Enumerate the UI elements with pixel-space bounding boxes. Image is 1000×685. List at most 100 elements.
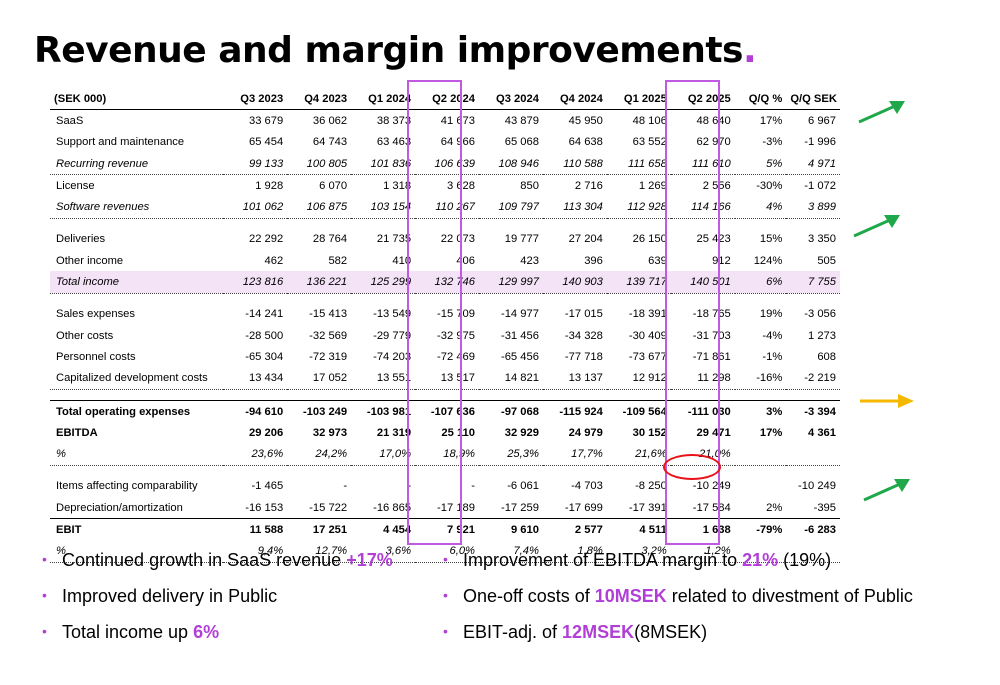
table-cell: -74 203 [373,350,412,363]
table-cell: 6% [734,271,787,294]
table-cell: 99 133 [223,152,288,176]
table-cell: -3 394 [786,399,840,423]
row-label: % [50,540,224,563]
table-row: Personnel costs -65 304 -72 319 -74 203 -72 … [50,346,840,367]
bullet-glyph: • [42,551,47,567]
table-cell: 101 062 [223,196,288,219]
table-cell: 6 967 [808,114,836,127]
column-header: Q3 2023 [223,88,288,111]
table-cell: -395 [813,501,836,514]
table-cell: -65 304 [245,350,284,363]
table-cell: - [471,480,475,493]
table-cell: -10 249 [798,480,836,493]
row-label: Recurring revenue [50,152,224,176]
table-cell: -72 469 [437,350,475,363]
table-cell: -1 996 [804,136,836,149]
table-cell: -1 072 [804,179,836,192]
table-cell: 3% [734,399,787,423]
table-cell: -17 189 [437,501,475,514]
table-cell: -72 319 [309,350,348,363]
bullet-highlight: 21% [742,550,779,570]
table-cell: 65 068 [504,136,539,149]
table-cell: 410 [392,254,412,267]
table-cell: 24 979 [568,426,603,439]
table-cell: 22 292 [248,233,284,246]
column-header: Q1 2024 [351,88,416,111]
q2-2024-highlight-box [407,80,462,545]
bullet-item: • Total income up 6% [42,622,393,658]
table-cell: 45 950 [568,114,603,127]
table-cell: 17% [759,426,783,439]
bullet-text: Continued growth in SaaS revenue [62,550,347,570]
table-cell: -115 924 [542,399,607,423]
bullet-glyph: • [42,587,47,603]
table-cell: 4 454 [351,518,416,541]
table-cell: 111 658 [606,152,671,176]
table-cell: 1 928 [255,179,284,192]
table-cell: 19% [759,308,783,321]
bullet-text: Improved delivery in Public [62,586,278,606]
table-cell: 124% [753,254,783,267]
table-cell: -17 584 [692,501,731,514]
table-cell: - [407,480,412,493]
table-cell: 29 471 [696,426,731,439]
bullet-suffix: related to divestment of Public [666,586,913,606]
row-label: Software revenues [50,196,224,219]
trend-up-arrow-icon [858,101,905,124]
table-cell: 396 [584,254,603,267]
table-cell: -107 636 [415,399,479,423]
row-label: Sales expenses [56,308,135,321]
table-cell [734,540,787,563]
table-cell: 462 [264,254,284,267]
row-label: Deliveries [56,233,106,246]
table-cell: 24,2% [287,443,352,466]
table-cell: 101 836 [351,152,416,176]
table-cell: 25 423 [696,233,731,246]
table-cell: -17 259 [500,501,539,514]
table-cell: 608 [817,350,836,363]
table-cell: -65 456 [500,350,539,363]
q2-2025-highlight-box [665,80,720,545]
column-header: Q1 2025 [606,88,671,111]
bullet-text: One-off costs of [463,586,595,606]
table-cell: -109 564 [606,399,671,423]
table-cell: -4 703 [571,480,603,493]
table-row: Other income 462 582 410 406 423 396 639 912 124%… [50,250,840,271]
table-cell: 23,6% [223,443,288,466]
table-cell: -79% [734,518,787,541]
table-cell: 2% [766,501,783,514]
table-cell: 639 [648,254,667,267]
table-cell: 6 070 [319,179,348,192]
table-cell: - [343,480,348,493]
table-cell: 43 879 [504,114,539,127]
table-cell: 3,2% [606,540,671,563]
table-cell: 110 267 [415,196,479,219]
bullet-suffix: (8MSEK) [634,622,708,642]
items-affecting-comparability-q2-2025-circle [663,454,721,480]
table-cell: 25 110 [441,426,475,439]
table-cell: 4 361 [808,426,836,439]
title-text: Revenue and margin improvements [34,30,743,71]
table-cell: 2 716 [574,179,603,192]
table-cell: 17,0% [351,443,416,466]
table-row: % 9,4% 12,7% 3,6% 6,0% 7,4% 1,8% 3,2% 1,2% [50,540,840,563]
table-cell: -32 975 [437,329,475,342]
table-cell: -16 865 [373,501,412,514]
table-cell: 140 903 [542,271,607,294]
table-cell: -77 718 [564,350,603,363]
table-cell: -18 765 [692,308,731,321]
table-cell: 21,6% [606,443,671,466]
row-label: License [56,179,95,192]
trend-up-arrow-icon [853,215,900,238]
table-cell: 505 [817,254,836,267]
table-cell: -18 391 [628,308,667,321]
table-cell: 9,4% [223,540,288,563]
column-header: Q3 2024 [479,88,543,111]
table-row: Recurring revenue 99 133 100 805 101 836 106… [50,152,840,176]
table-cell: 423 [520,254,539,267]
table-cell: 64 743 [312,136,348,149]
table-row: Software revenues 101 062 106 875 103 154 11… [50,196,840,219]
table-cell: 4% [734,196,787,219]
table-cell: -2 219 [786,367,840,390]
bullet-glyph: • [443,623,448,639]
